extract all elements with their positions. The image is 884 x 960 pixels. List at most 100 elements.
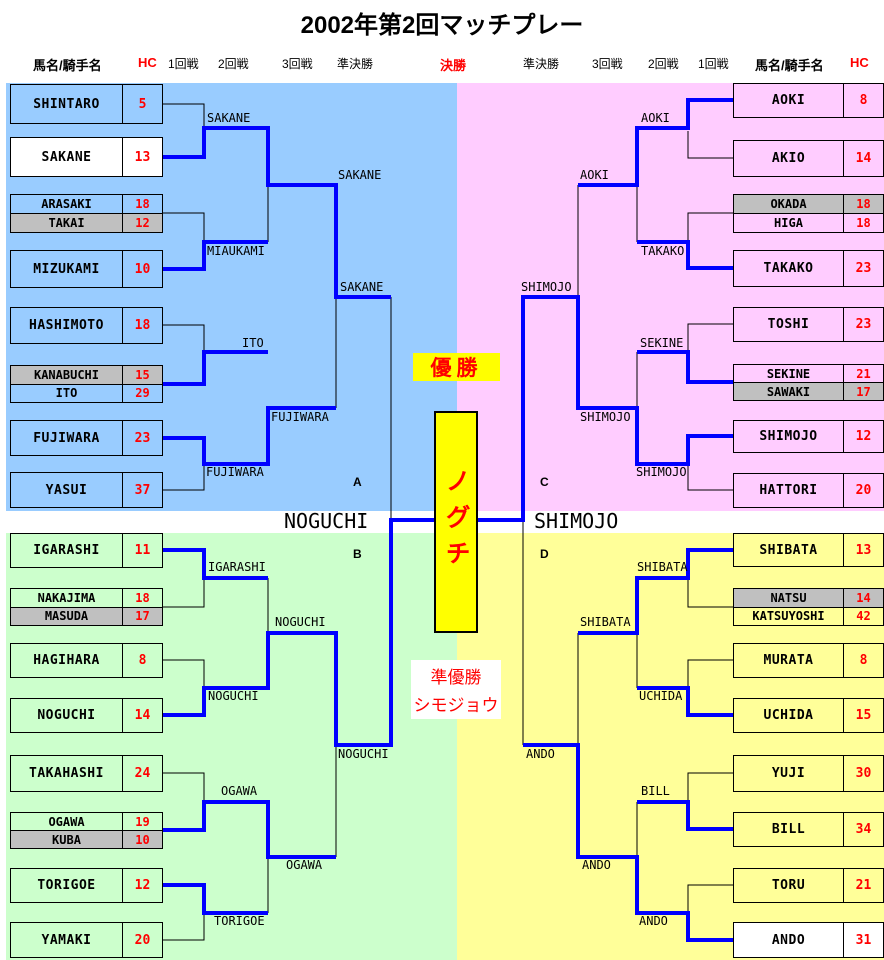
player-hc: 29 xyxy=(135,386,150,401)
player-name: YASUI xyxy=(11,473,123,507)
player-hc: 20 xyxy=(855,483,872,498)
player-hc: 19 xyxy=(135,814,150,829)
player-name: NATSU xyxy=(734,589,844,607)
player-hc: 15 xyxy=(855,708,872,723)
playin-box-okada-higa: OKADA 18 HIGA 18 xyxy=(733,194,884,233)
player-name: AOKI xyxy=(734,84,844,117)
header-hc-right: HC xyxy=(850,55,869,70)
player-hc: 18 xyxy=(856,197,871,211)
player-hc: 17 xyxy=(135,609,150,624)
bracket-label: SHIMOJO xyxy=(636,465,687,479)
header-semifinal-left: 準決勝 xyxy=(337,57,374,71)
player-box-takako: TAKAKO 23 xyxy=(733,250,884,287)
player-hc: 11 xyxy=(134,543,151,558)
page-title: 2002年第2回マッチプレー xyxy=(300,12,584,39)
bracket-label: UCHIDA xyxy=(639,689,683,703)
player-hc: 10 xyxy=(134,261,151,277)
player-name: SHINTARO xyxy=(11,85,123,123)
bracket-label: SHIBATA xyxy=(580,615,631,629)
player-name: HAGIHARA xyxy=(11,644,123,677)
player-hc: 15 xyxy=(135,367,150,382)
playin-row: ARASAKI 18 xyxy=(11,195,162,213)
player-hc: 12 xyxy=(134,878,151,893)
bracket-label: SHIMOJO xyxy=(521,280,572,294)
bracket-label: SHIBATA xyxy=(637,560,688,574)
playin-box-natsu-katsuyoshi: NATSU 14 KATSUYOSHI 42 xyxy=(733,588,884,626)
playin-box-kanabuchi-ito: KANABUCHI 15 ITO 29 xyxy=(10,365,163,403)
player-box-ando: ANDO 31 xyxy=(733,922,884,958)
playin-box-arasaki-takai: ARASAKI 18 TAKAI 12 xyxy=(10,194,163,233)
header-round3-right: 3回戦 xyxy=(592,57,623,71)
header-name-left: 馬名/騎手名 xyxy=(33,58,102,73)
player-hc: 23 xyxy=(134,430,151,446)
player-hc: 21 xyxy=(855,878,872,893)
player-box-yuji: YUJI 30 xyxy=(733,755,884,792)
bracket-label: IGARASHI xyxy=(208,560,266,574)
player-box-shibata: SHIBATA 13 xyxy=(733,533,884,567)
player-name: MASUDA xyxy=(11,607,123,625)
loser-lines xyxy=(163,103,733,941)
left-finalist-name: NOGUCHI xyxy=(284,509,369,533)
player-hc: 23 xyxy=(855,317,872,332)
player-box-yasui: YASUI 37 xyxy=(10,472,163,508)
player-name: SAWAKI xyxy=(734,383,844,400)
player-hc: 24 xyxy=(134,766,151,781)
header-round3-left: 3回戦 xyxy=(282,57,313,71)
player-name: MIZUKAMI xyxy=(11,251,123,287)
bracket-label: TORIGOE xyxy=(214,914,265,928)
bracket-label: NOGUCHI xyxy=(208,689,259,703)
playin-row-loser: TAKAI 12 xyxy=(11,213,162,232)
player-name: KUBA xyxy=(11,831,123,848)
bracket-label: SEKINE xyxy=(640,336,684,350)
player-name: SAKANE xyxy=(11,138,123,176)
player-name: MURATA xyxy=(734,644,844,677)
player-box-yamaki: YAMAKI 20 xyxy=(10,922,163,958)
runnerup-box: 準優勝 シモジョウ xyxy=(411,660,501,719)
player-box-toru: TORU 21 xyxy=(733,868,884,903)
player-name: SHIMOJO xyxy=(734,421,844,452)
winner-lines xyxy=(163,98,733,942)
bracket-label: SAKANE xyxy=(340,280,384,294)
player-hc: 5 xyxy=(138,96,147,112)
player-hc: 42 xyxy=(856,609,871,624)
playin-row: KATSUYOSHI 42 xyxy=(734,606,883,625)
playin-row-loser: OKADA 18 xyxy=(734,195,883,213)
runnerup-caption: 準優勝 xyxy=(430,668,482,687)
player-hc: 21 xyxy=(856,366,871,381)
player-name: NAKAJIMA xyxy=(11,589,123,607)
player-hc: 14 xyxy=(855,151,872,166)
bracket-label: NOGUCHI xyxy=(275,615,326,629)
player-box-uchida: UCHIDA 15 xyxy=(733,698,884,733)
player-box-hattori: HATTORI 20 xyxy=(733,473,884,508)
section-a-label: A xyxy=(353,475,362,489)
playin-box-nakajima-masuda: NAKAJIMA 18 MASUDA 17 xyxy=(10,588,163,626)
playin-row: NAKAJIMA 18 xyxy=(11,589,162,607)
player-box-mizukami: MIZUKAMI 10 xyxy=(10,250,163,288)
player-name: HASHIMOTO xyxy=(11,308,123,343)
player-hc: 14 xyxy=(856,590,871,605)
player-name: AKIO xyxy=(734,141,844,176)
player-hc: 31 xyxy=(855,932,872,948)
player-hc: 12 xyxy=(135,216,150,230)
player-hc: 10 xyxy=(135,832,150,847)
player-name: TAKAHASHI xyxy=(11,756,123,791)
playin-row-loser: MASUDA 17 xyxy=(11,606,162,625)
playin-row: SEKINE 21 xyxy=(734,365,883,382)
bracket-label: OGAWA xyxy=(221,784,258,798)
player-box-murata: MURATA 8 xyxy=(733,643,884,678)
playin-row: ITO 29 xyxy=(11,383,162,402)
playin-row-loser: NATSU 14 xyxy=(734,589,883,607)
player-hc: 8 xyxy=(859,653,868,668)
player-hc: 23 xyxy=(855,261,872,276)
player-name: HIGA xyxy=(734,214,844,232)
bracket-label: FUJIWARA xyxy=(206,465,264,479)
right-finalist-name: SHIMOJO xyxy=(534,509,619,533)
player-box-igarashi: IGARASHI 11 xyxy=(10,533,163,568)
header-round1-left: 1回戦 xyxy=(168,57,199,71)
player-hc: 18 xyxy=(856,216,871,230)
player-name: OGAWA xyxy=(11,813,123,830)
champion-caption: 優勝 xyxy=(413,353,500,381)
playin-row: OGAWA 19 xyxy=(11,813,162,830)
player-box-shimojo: SHIMOJO 12 xyxy=(733,420,884,453)
